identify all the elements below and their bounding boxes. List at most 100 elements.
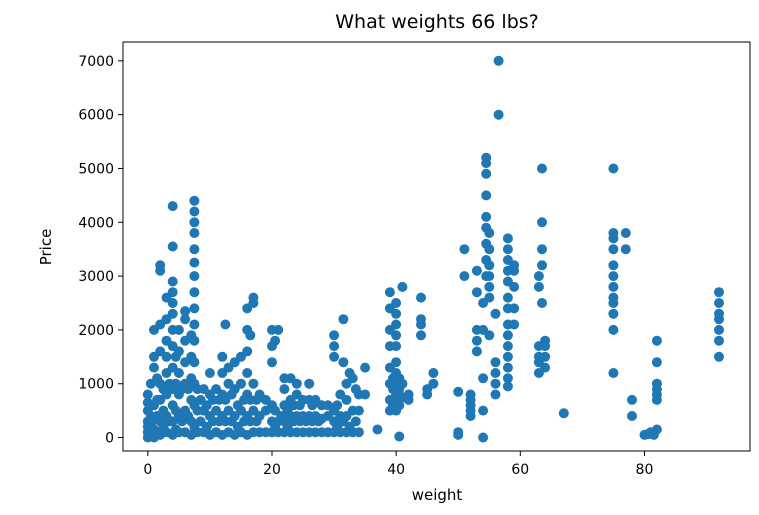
data-point [608,163,619,174]
data-point [537,217,547,228]
x-tick-label: 20 [263,462,281,478]
data-point [502,362,513,373]
data-point [204,368,215,378]
data-point [540,362,551,373]
data-point [248,292,259,303]
y-tick-label: 6000 [78,108,114,124]
data-point [391,308,402,319]
data-point [478,432,489,443]
data-point [537,244,547,255]
data-point [502,381,513,392]
data-point [714,324,724,335]
data-point [490,357,501,368]
data-point [651,357,662,368]
y-axis: 0 1000 2000 3000 4000 5000 6000 7000 [78,54,123,447]
data-point [391,341,402,352]
data-point [189,195,200,206]
data-point [608,308,619,319]
data-point [478,405,489,416]
data-point [350,416,361,427]
data-point [242,346,253,357]
data-point [502,373,513,384]
data-point [502,244,513,255]
data-point [167,308,178,319]
data-point [502,330,513,341]
data-point [245,330,256,341]
data-point [149,362,159,373]
data-point [481,190,492,201]
data-point [394,400,405,411]
data-point [608,244,619,255]
data-point [481,211,492,222]
data-point [558,408,569,419]
data-point [478,373,489,384]
data-point [714,287,724,298]
data-point [453,427,464,438]
data-point [173,368,184,378]
x-axis-label: weight [412,486,463,504]
data-point [391,330,402,341]
data-point [332,400,343,411]
data-point [167,201,178,212]
data-point [608,292,619,303]
y-tick-label: 0 [105,431,114,447]
data-point [189,303,200,314]
data-point [360,389,371,400]
data-point [608,271,619,282]
data-point [360,362,371,373]
data-point [167,287,178,298]
data-point [471,346,482,357]
data-point [403,389,414,400]
data-point [384,287,395,298]
data-point [608,228,619,238]
data-point [509,319,520,330]
y-tick-label: 7000 [78,54,114,70]
data-point [189,244,200,255]
data-point [533,271,544,282]
data-point [189,335,200,346]
data-point [353,427,364,438]
data-point [484,292,495,303]
data-point [391,298,402,308]
data-point [540,335,551,346]
data-point [173,346,184,357]
x-tick-label: 40 [387,462,405,478]
data-point [189,287,200,298]
data-point [471,335,482,346]
y-tick-label: 2000 [78,323,114,339]
data-point [627,411,637,421]
x-tick-label: 0 [143,462,152,478]
data-point [471,265,482,276]
data-point [329,330,340,341]
data-point [493,109,504,120]
data-point [338,314,349,325]
data-point [236,378,246,389]
x-tick-label: 60 [511,462,529,478]
data-point [481,168,492,179]
data-point [490,368,501,378]
data-point [391,319,402,330]
y-tick-label: 1000 [78,377,114,393]
data-point [372,424,383,435]
data-point [608,324,619,335]
data-point [481,152,492,163]
data-point [220,319,231,330]
data-point [651,335,662,346]
data-point [270,335,281,346]
data-point [502,351,513,362]
data-point [161,351,172,362]
data-point [484,244,495,255]
data-point [509,281,520,292]
data-point [484,281,495,292]
data-point [416,292,426,303]
data-point [537,163,547,174]
data-point [490,378,501,389]
data-point [453,386,464,397]
y-axis-label: Price [37,229,55,266]
y-tick-label: 5000 [78,161,114,177]
data-point [304,378,315,389]
data-point [267,357,277,368]
data-point [428,378,439,389]
data-point [189,228,200,238]
